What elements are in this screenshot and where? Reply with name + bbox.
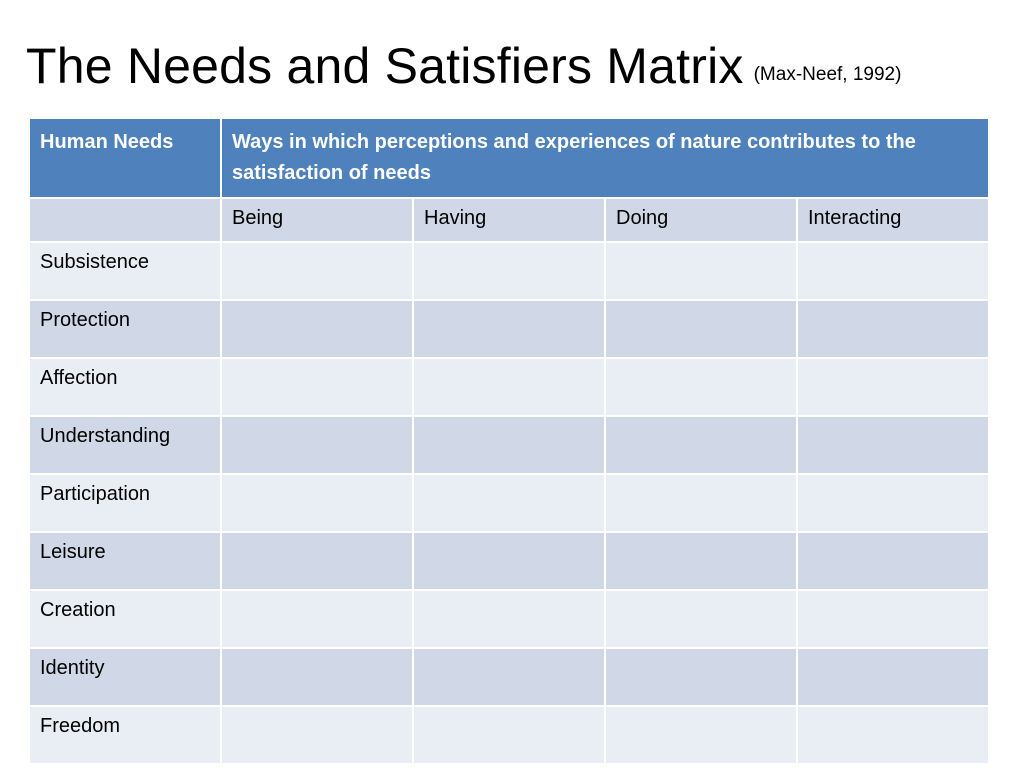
need-label: Identity [28,647,222,707]
table-cell [795,415,991,475]
table-row: Subsistence [28,241,991,301]
table-cell [795,357,991,417]
need-label: Participation [28,473,222,533]
table-cell [412,473,606,533]
table-header-row: Human Needs Ways in which perceptions an… [28,117,991,199]
table-row: Affection [28,357,991,417]
table-cell [795,473,991,533]
table-row: Protection [28,299,991,359]
table-cell [220,647,414,707]
table-cell [220,589,414,649]
needs-satisfiers-table: Human Needs Ways in which perceptions an… [28,117,991,765]
need-label: Leisure [28,531,222,591]
table-cell [795,241,991,301]
need-label: Understanding [28,415,222,475]
subheader-empty-cell [28,197,222,243]
table-cell [412,647,606,707]
table-cell [412,531,606,591]
column-header-being: Being [220,197,414,243]
table-cell [220,705,414,765]
need-label: Creation [28,589,222,649]
need-label: Protection [28,299,222,359]
table-cell [220,473,414,533]
header-ways: Ways in which perceptions and experience… [219,117,991,199]
table-row: Understanding [28,415,991,475]
table-cell [220,299,414,359]
page-title: The Needs and Satisfiers Matrix [26,38,744,94]
table-cell [412,241,606,301]
table-cell [795,299,991,359]
column-header-doing: Doing [604,197,798,243]
title-citation: (Max-Neef, 1992) [753,64,902,85]
table-cell [795,531,991,591]
table-cell [412,705,606,765]
table-cell [795,589,991,649]
column-header-interacting: Interacting [795,197,991,243]
table-cell [412,589,606,649]
need-label: Freedom [28,705,222,765]
table-cell [604,589,798,649]
table-cell [604,473,798,533]
table-subheader-row: Being Having Doing Interacting [28,197,991,243]
table-row: Participation [28,473,991,533]
table-cell [412,357,606,417]
table-cell [220,415,414,475]
table-row: Leisure [28,531,991,591]
column-header-having: Having [412,197,606,243]
table-cell [604,415,798,475]
need-label: Subsistence [28,241,222,301]
slide-title: The Needs and Satisfiers Matrix (Max-Neef… [26,26,901,106]
table-cell [604,531,798,591]
table-row: Creation [28,589,991,649]
table-cell [604,241,798,301]
table-cell [604,299,798,359]
table-row: Freedom [28,705,991,765]
table-cell [220,531,414,591]
need-label: Affection [28,357,222,417]
table-cell [795,705,991,765]
table-cell [604,647,798,707]
table-cell [220,241,414,301]
table-cell [604,357,798,417]
table-cell [412,415,606,475]
header-human-needs: Human Needs [28,117,222,199]
table-cell [412,299,606,359]
table-row: Identity [28,647,991,707]
table-cell [795,647,991,707]
table-cell [604,705,798,765]
table-cell [220,357,414,417]
